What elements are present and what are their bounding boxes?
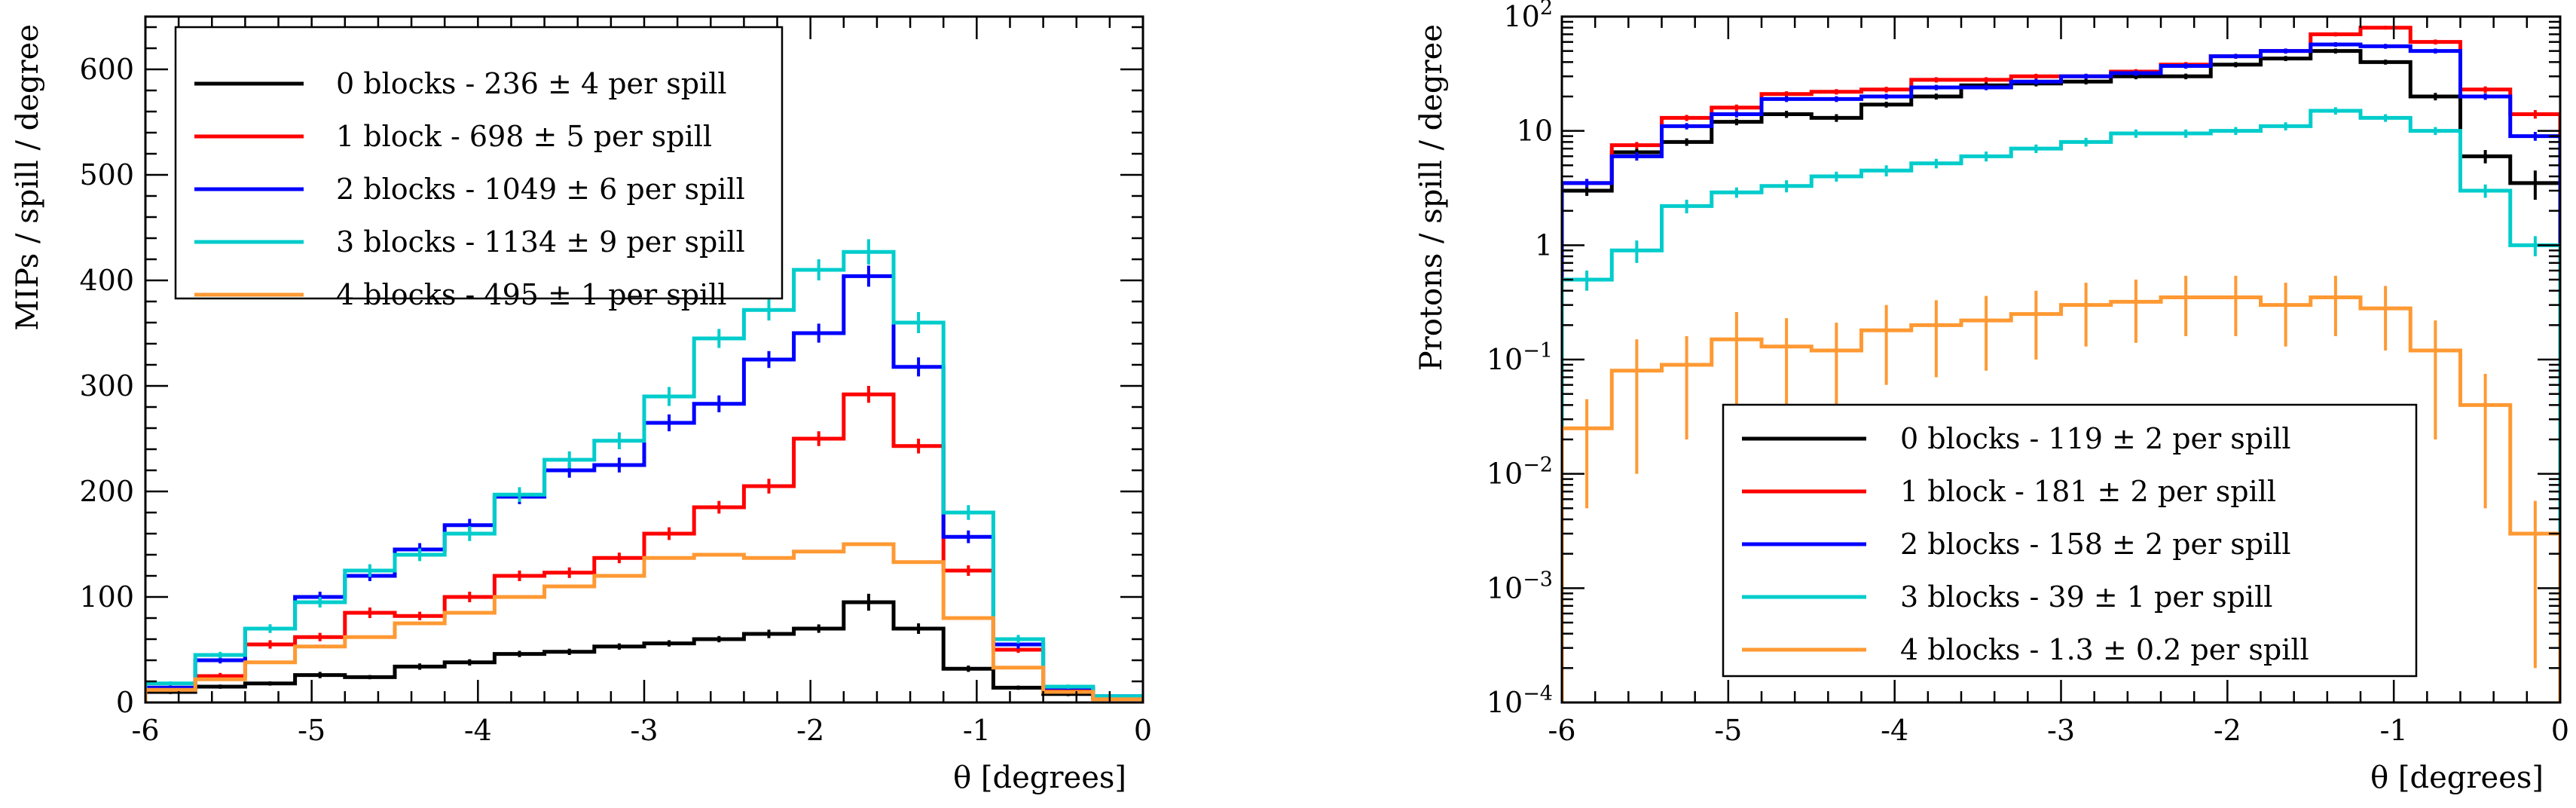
y-tick-label: 0 bbox=[116, 686, 134, 719]
histogram-line bbox=[1562, 109, 2560, 702]
legend-box bbox=[1722, 403, 2418, 678]
y-tick-label: 102 bbox=[1503, 0, 1553, 33]
legend-label: 1 block - 698 ± 5 per spill bbox=[336, 120, 712, 153]
y-tick-label: 10−3 bbox=[1487, 568, 1553, 604]
chart-panel-1: -6 -5 -4 -3 -2 -1 0 0 100 200 300 400 500 600 θ [degre… bbox=[11, 15, 1152, 795]
x-tick-label: 0 bbox=[1134, 714, 1152, 747]
legend-entry-1: 0 blocks - 119 ± 2 per spill bbox=[1742, 422, 2291, 455]
x-axis-label: θ [degrees] bbox=[2370, 761, 2544, 795]
legend-label: 4 blocks - 495 ± 1 per spill bbox=[336, 278, 727, 311]
legend-label: 2 blocks - 1049 ± 6 per spill bbox=[336, 173, 745, 206]
y-tick-label: 200 bbox=[79, 475, 134, 508]
histogram-line bbox=[145, 249, 1143, 702]
legend-entry-3: 2 blocks - 158 ± 2 per spill bbox=[1742, 528, 2291, 561]
y-tick-label: 300 bbox=[79, 369, 134, 402]
y-tick-base: 10 bbox=[1487, 343, 1523, 376]
y-tick-exponent: 2 bbox=[1540, 0, 1553, 20]
x-tick-label: -2 bbox=[796, 714, 824, 747]
y-tick-exponent: −1 bbox=[1523, 339, 1553, 363]
y-tick-label: 10−4 bbox=[1487, 682, 1553, 719]
y-axis-label: Protons / spill / degree bbox=[1414, 24, 1449, 371]
series-5 bbox=[145, 542, 1143, 702]
y-tick-base: 10 bbox=[1517, 115, 1553, 148]
y-tick-label: 100 bbox=[79, 580, 134, 614]
x-tick-label: -3 bbox=[2047, 714, 2075, 747]
x-tick-label: -1 bbox=[2380, 714, 2408, 747]
plot-data-area bbox=[145, 239, 1143, 702]
series-3 bbox=[1562, 41, 2560, 702]
plot-data-area bbox=[1562, 26, 2560, 702]
legend: 0 blocks - 119 ± 2 per spill 1 block - 18… bbox=[1722, 403, 2418, 678]
legend-entry-3: 2 blocks - 1049 ± 6 per spill bbox=[194, 173, 745, 206]
x-tick-label: -5 bbox=[1714, 714, 1742, 747]
y-tick-label: 10−2 bbox=[1487, 454, 1553, 491]
x-tick-label: -2 bbox=[2214, 714, 2241, 747]
histogram-line bbox=[145, 600, 1143, 702]
legend-label: 3 blocks - 39 ± 1 per spill bbox=[1900, 580, 2272, 614]
x-tick-label: -6 bbox=[131, 714, 159, 747]
y-tick-exponent: −4 bbox=[1523, 682, 1553, 705]
y-tick-label: 10−1 bbox=[1487, 339, 1553, 376]
x-tick-label: -4 bbox=[1881, 714, 1908, 747]
y-tick-base: 10 bbox=[1487, 571, 1523, 604]
legend-label: 4 blocks - 1.3 ± 0.2 per spill bbox=[1900, 633, 2309, 666]
y-tick-base: 10 bbox=[1487, 686, 1523, 719]
y-tick-label: 400 bbox=[79, 264, 134, 297]
x-tick-label: 0 bbox=[2551, 714, 2569, 747]
y-tick-exponent: −3 bbox=[1523, 568, 1553, 591]
x-axis-label: θ [degrees] bbox=[953, 761, 1126, 795]
histogram-line bbox=[1562, 295, 2560, 702]
legend-entry-2: 1 block - 181 ± 2 per spill bbox=[1742, 475, 2276, 508]
series-1 bbox=[145, 593, 1143, 702]
y-axis-label: MIPs / spill / degree bbox=[11, 24, 45, 331]
y-tick-label: 1 bbox=[1535, 228, 1553, 262]
legend-entry-2: 1 block - 698 ± 5 per spill bbox=[194, 120, 712, 153]
y-tick-label: 600 bbox=[79, 53, 134, 86]
y-tick-exponent: −2 bbox=[1523, 454, 1553, 477]
series-4 bbox=[1562, 107, 2560, 702]
x-tick-label: -5 bbox=[298, 714, 325, 747]
legend-entry-1: 0 blocks - 236 ± 4 per spill bbox=[194, 67, 727, 100]
y-tick-base: 10 bbox=[1503, 0, 1539, 33]
x-tick-label: -6 bbox=[1548, 714, 1575, 747]
legend-box bbox=[174, 26, 784, 300]
legend: 0 blocks - 236 ± 4 per spill 1 block - 69… bbox=[174, 26, 784, 311]
x-tick-label: -3 bbox=[630, 714, 658, 747]
y-tick-label: 500 bbox=[79, 158, 134, 191]
histogram-line bbox=[145, 542, 1143, 702]
y-tick-base: 1 bbox=[1535, 228, 1553, 262]
legend-label: 0 blocks - 236 ± 4 per spill bbox=[336, 67, 727, 100]
legend-entry-5: 4 blocks - 1.3 ± 0.2 per spill bbox=[1742, 633, 2309, 666]
series-4 bbox=[145, 239, 1143, 702]
legend-label: 3 blocks - 1134 ± 9 per spill bbox=[336, 225, 745, 259]
x-tick-label: -1 bbox=[963, 714, 991, 747]
x-tick-label: -4 bbox=[464, 714, 492, 747]
legend-entry-5: 4 blocks - 495 ± 1 per spill bbox=[194, 278, 727, 311]
y-tick-base: 10 bbox=[1487, 458, 1523, 491]
legend-label: 1 block - 181 ± 2 per spill bbox=[1900, 475, 2276, 508]
legend-entry-4: 3 blocks - 39 ± 1 per spill bbox=[1742, 580, 2272, 614]
series-5 bbox=[1562, 275, 2560, 702]
legend-entry-4: 3 blocks - 1134 ± 9 per spill bbox=[194, 225, 745, 259]
legend-label: 0 blocks - 119 ± 2 per spill bbox=[1900, 422, 2291, 455]
legend-label: 2 blocks - 158 ± 2 per spill bbox=[1900, 528, 2291, 561]
y-tick-label: 10 bbox=[1517, 115, 1553, 148]
